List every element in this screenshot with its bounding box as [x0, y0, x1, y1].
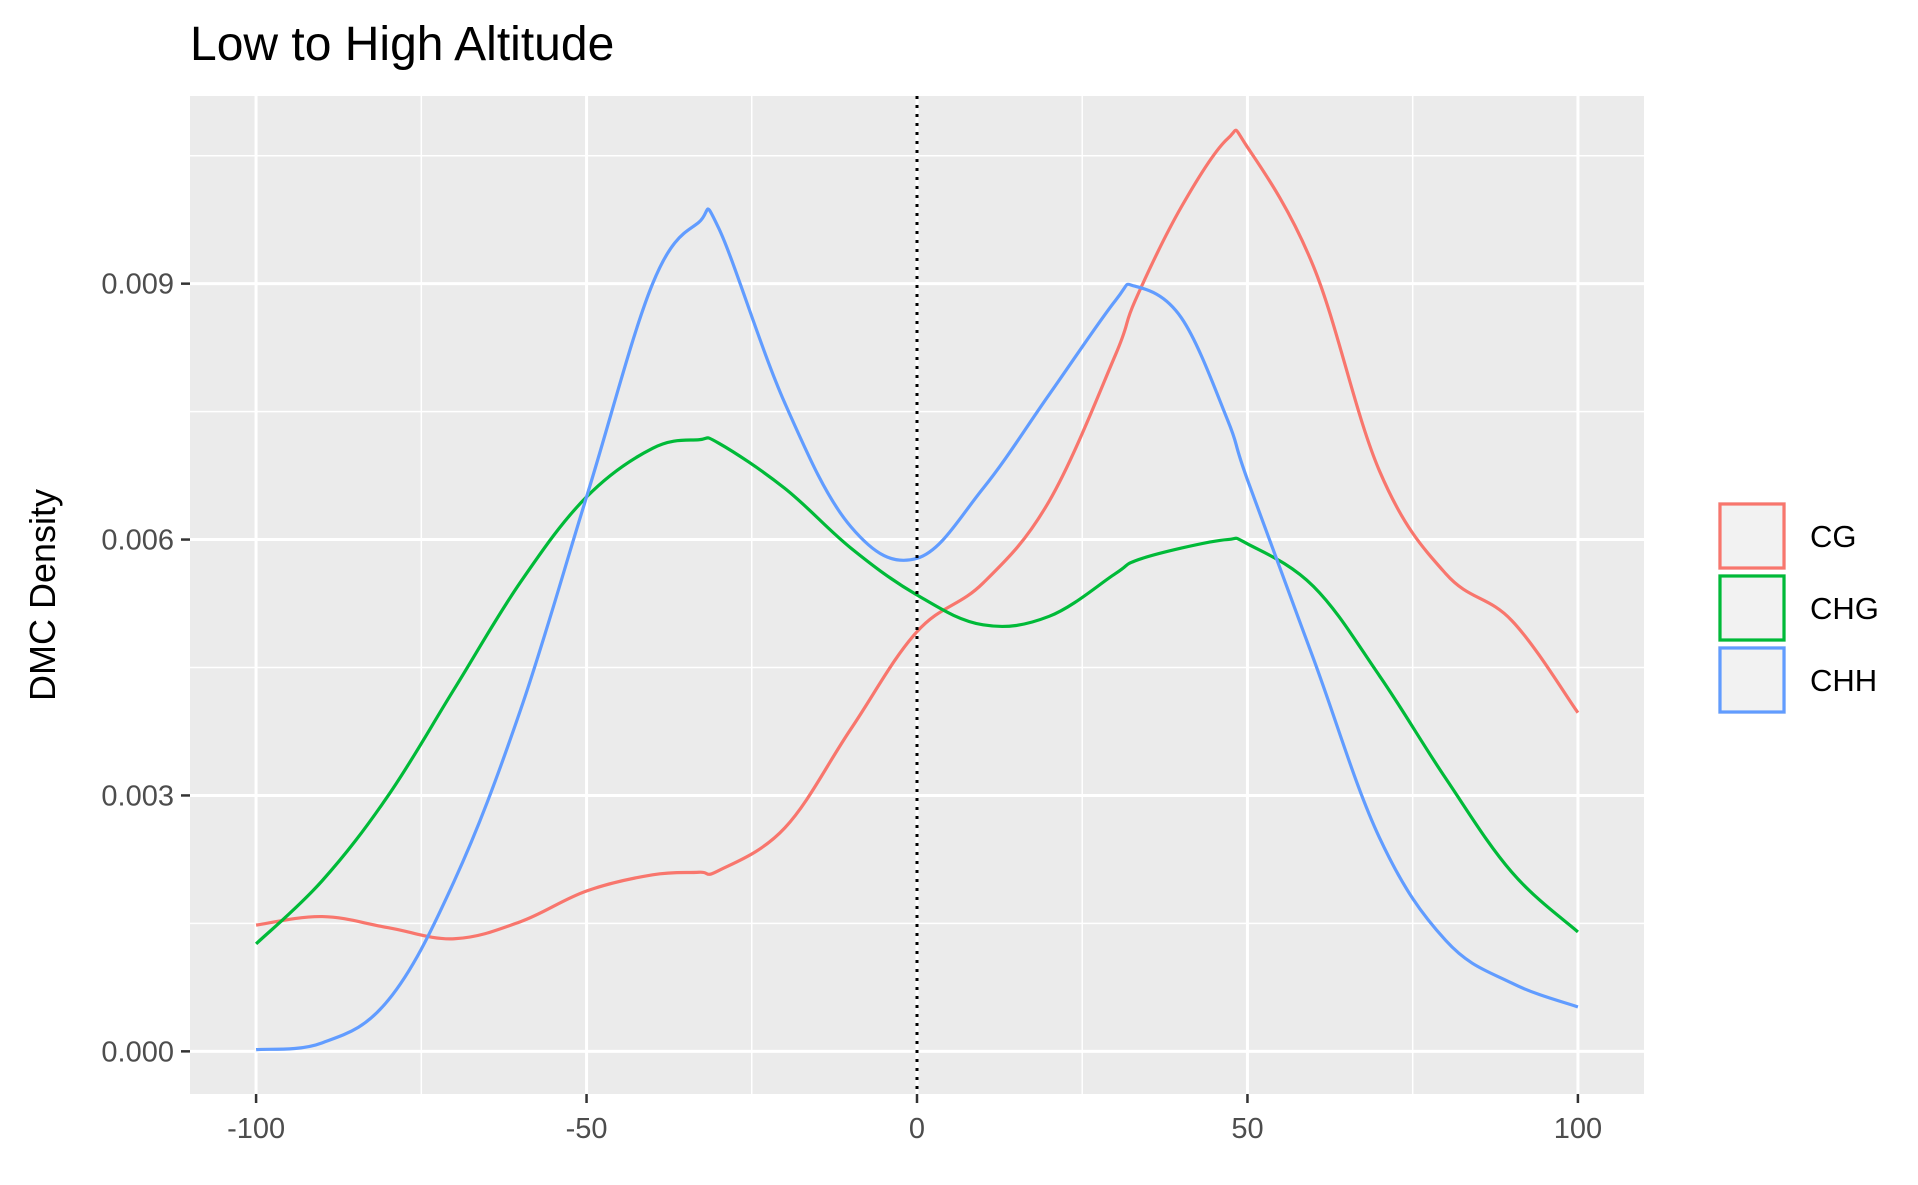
x-tick-label-0: -100	[227, 1113, 285, 1145]
legend-label-cg: CG	[1810, 519, 1857, 554]
series-line-chh	[255, 207, 1579, 1052]
legend-key-chh	[1718, 646, 1786, 714]
legend-label-chh: CHH	[1810, 663, 1877, 698]
legend-key-cg	[1718, 502, 1786, 570]
legend: CG CHG CHH	[1718, 502, 1879, 714]
chart-title: Low to High Altitude	[190, 18, 614, 71]
y-tick-label-3: 0.009	[101, 269, 174, 301]
x-tick-label-4: 100	[1554, 1113, 1602, 1145]
legend-key-bg-chg	[1718, 574, 1786, 642]
series-line-cg	[255, 128, 1580, 941]
series-line-chg	[254, 436, 1579, 946]
x-tick-label-2: 0	[909, 1113, 925, 1145]
y-axis-title: DMC Density	[22, 489, 63, 701]
x-tick-label-1: -50	[566, 1113, 608, 1145]
x-axis: -100 -50 0 50 100	[227, 1094, 1602, 1145]
legend-key-bg-chh	[1718, 646, 1786, 714]
legend-key-chg	[1718, 574, 1786, 642]
series-lines	[254, 128, 1580, 1052]
y-axis: 0.000 0.003 0.006 0.009	[101, 269, 190, 1068]
y-tick-label-2: 0.006	[101, 525, 174, 557]
y-tick-label-1: 0.003	[101, 780, 174, 812]
x-tick-label-3: 50	[1231, 1113, 1263, 1145]
y-tick-label-0: 0.000	[101, 1036, 174, 1068]
legend-label-chg: CHG	[1810, 591, 1879, 626]
legend-key-bg-cg	[1718, 502, 1786, 570]
